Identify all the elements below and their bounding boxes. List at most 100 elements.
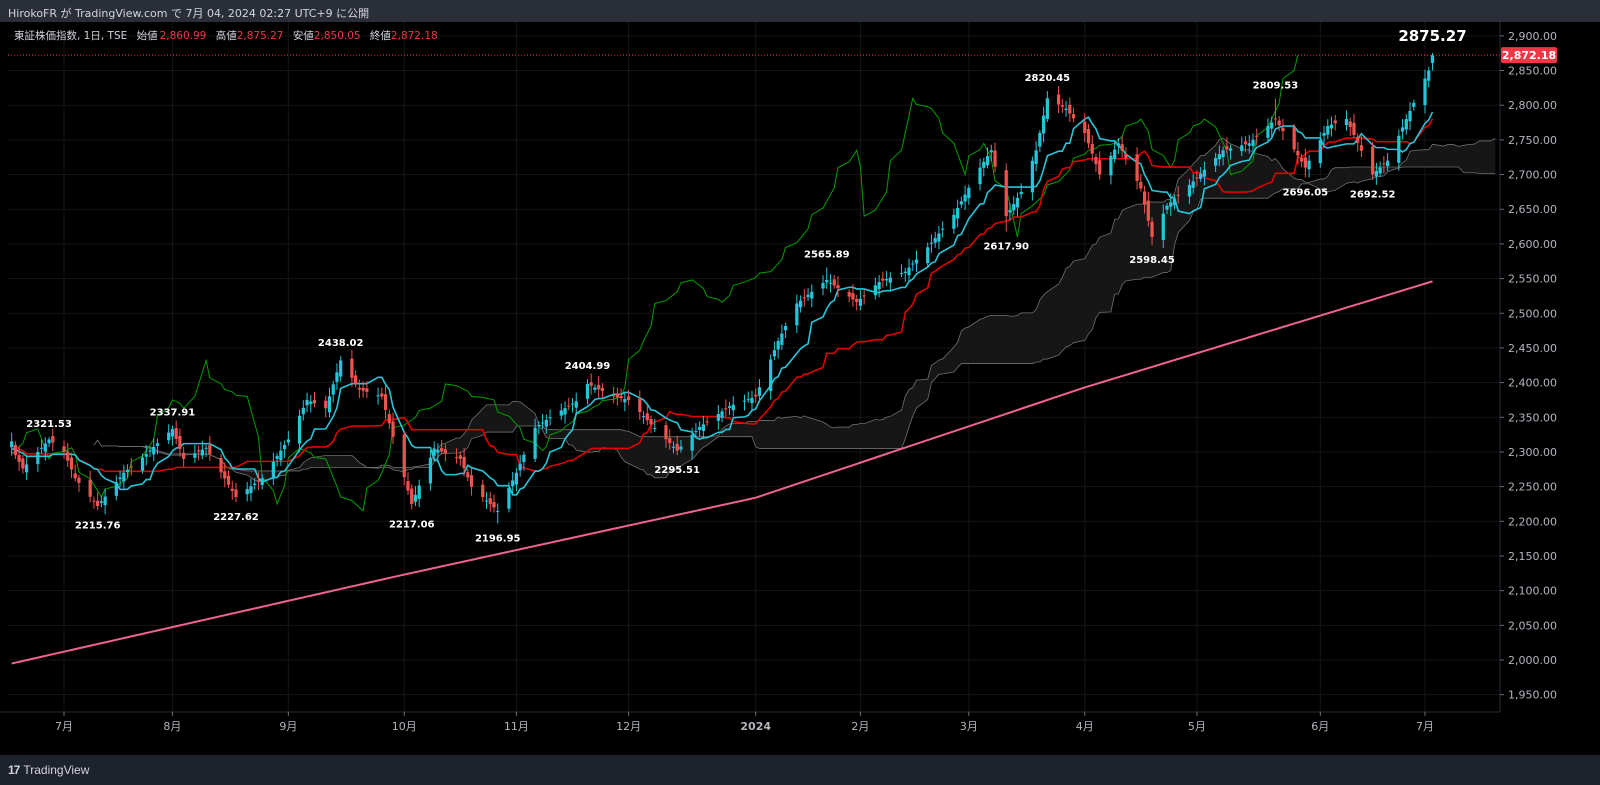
candle-body	[96, 500, 100, 507]
tradingview-logo[interactable]: 17 TradingView	[8, 763, 89, 777]
candle-body	[380, 393, 384, 397]
candle-body	[62, 446, 66, 452]
y-tick-label: 2,550.00	[1508, 273, 1557, 286]
candle-body	[929, 242, 934, 244]
candle-body	[832, 279, 836, 286]
candle-body	[1303, 157, 1307, 168]
candle-body	[428, 457, 433, 484]
candle-body	[144, 453, 148, 457]
candle-body	[1161, 213, 1165, 240]
candle-body	[458, 455, 462, 459]
chart-area[interactable]: 2321.53 2215.76 2337.91 2227.62 2438.02 2217.…	[0, 22, 1600, 755]
x-tick-label: 4月	[1076, 720, 1094, 733]
candle-body	[99, 501, 104, 503]
candle-body	[1146, 200, 1150, 221]
candle-body	[122, 472, 126, 482]
candle-body	[1329, 124, 1334, 129]
candle-body	[585, 383, 590, 399]
candlestick-chart[interactable]: 2321.53 2215.76 2337.91 2227.62 2438.02 2217.…	[0, 22, 1600, 755]
candle-body	[1251, 139, 1255, 147]
candle-body	[1243, 141, 1248, 145]
y-tick-label: 2,500.00	[1508, 307, 1557, 320]
candle-body	[331, 384, 335, 395]
candle-body	[10, 441, 14, 448]
candle-body	[1408, 110, 1412, 122]
candle-body	[1404, 119, 1408, 130]
candle-body	[593, 387, 597, 390]
candle-body	[978, 167, 982, 185]
candle-body	[350, 358, 354, 378]
sma-200-line	[11, 280, 1433, 665]
candle-body	[417, 485, 421, 499]
candle-body	[653, 427, 657, 429]
y-tick-label: 2,200.00	[1508, 515, 1557, 528]
candle-body	[1056, 94, 1061, 105]
candle-body	[623, 399, 627, 403]
candle-body	[937, 233, 941, 242]
candle-body	[1165, 205, 1169, 210]
symbol-name[interactable]: 東証株価指数, 1日, TSE	[14, 30, 128, 42]
candle-body	[39, 447, 44, 449]
y-tick-label: 2,150.00	[1508, 550, 1557, 563]
candle-body	[376, 395, 380, 397]
candle-body	[638, 398, 642, 413]
candle-body	[286, 439, 290, 443]
candle-body	[1430, 55, 1435, 63]
candle-body	[724, 408, 728, 410]
candle-body	[589, 382, 593, 386]
candle-body	[182, 452, 186, 459]
candle-body	[1019, 191, 1023, 195]
candle-body	[253, 483, 257, 486]
candle-body	[1247, 143, 1251, 146]
swing-label: 2692.52	[1350, 190, 1396, 201]
candle-body	[103, 496, 107, 506]
candle-body	[1090, 144, 1094, 154]
candle-body	[705, 421, 709, 423]
candle-body	[69, 457, 74, 470]
y-tick-label: 2,450.00	[1508, 342, 1557, 355]
candle-body	[196, 450, 201, 452]
swing-label: 2227.62	[213, 512, 259, 523]
candle-body	[522, 454, 526, 462]
high-value: 2,875.27	[236, 30, 284, 42]
swing-label: 2598.45	[1129, 255, 1175, 266]
candle-body	[784, 326, 788, 331]
candle-body	[200, 449, 204, 456]
swing-label: 2809.53	[1253, 81, 1299, 92]
candle-body	[1318, 139, 1322, 164]
swing-label: 2217.06	[389, 519, 435, 530]
candle-body	[223, 471, 227, 479]
candle-body	[92, 500, 96, 502]
candle-body	[570, 403, 575, 405]
current-price-badge	[1501, 47, 1557, 64]
y-tick-label: 2,300.00	[1508, 446, 1557, 459]
candle-body	[1352, 122, 1356, 135]
candle-body	[1142, 191, 1147, 205]
candle-body	[234, 489, 238, 498]
candle-body	[941, 228, 945, 230]
candle-body	[51, 436, 55, 443]
candle-body	[462, 456, 466, 469]
candle-body	[907, 267, 911, 276]
candle-body	[821, 282, 825, 289]
candle-body	[324, 400, 328, 409]
candle-body	[21, 458, 25, 469]
candle-body	[354, 375, 358, 384]
candle-body	[1109, 155, 1113, 176]
candle-body	[1045, 98, 1049, 119]
candle-body	[1187, 184, 1192, 197]
candle-body	[481, 484, 485, 498]
candle-body	[858, 298, 863, 306]
y-tick-label: 2,700.00	[1508, 169, 1557, 182]
candle-body	[1015, 197, 1020, 208]
candle-body	[1120, 144, 1124, 151]
candle-body	[245, 489, 249, 495]
candle-body	[899, 273, 904, 275]
candle-body	[256, 480, 261, 482]
candle-body	[1195, 177, 1199, 179]
swing-label: 2337.91	[150, 408, 196, 419]
candle-body	[664, 425, 668, 440]
candle-body	[1135, 154, 1139, 181]
candle-body	[1255, 135, 1259, 137]
candle-body	[440, 447, 444, 452]
